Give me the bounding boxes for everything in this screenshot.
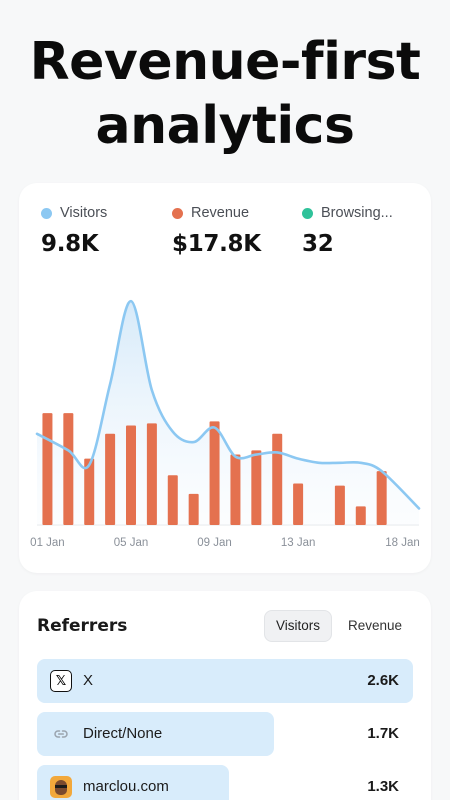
revenue-visitors-chart[interactable]: 01 Jan 05 Jan 09 Jan 13 Jan 18 Jan (19, 273, 431, 553)
revenue-bar (126, 425, 136, 525)
referrer-share-bar (37, 659, 413, 703)
analytics-card: Visitors 9.8K Revenue $17.8K Browsing...… (19, 183, 431, 573)
referrers-metric-toggle: Visitors Revenue (263, 610, 414, 642)
revenue-bar (105, 433, 116, 525)
visitors-dot-icon (41, 207, 52, 219)
revenue-dot-icon (172, 207, 183, 219)
revenue-bar (84, 458, 95, 525)
revenue-bar (209, 421, 220, 525)
revenue-bar (251, 450, 262, 525)
metric-label: Visitors (60, 205, 108, 221)
x-tick-label: 18 Jan (385, 537, 420, 549)
tab-visitors[interactable]: Visitors (263, 610, 332, 642)
x-logo-icon: 𝕏 (50, 670, 72, 692)
referrers-title: Referrers (37, 616, 128, 636)
revenue-bar (376, 471, 387, 525)
referrer-value: 2.6K (367, 672, 399, 689)
metric-browsing[interactable]: Browsing... 32 (302, 205, 393, 257)
revenue-bar (42, 413, 53, 525)
revenue-bar (188, 493, 199, 525)
metric-visitors[interactable]: Visitors 9.8K (41, 205, 107, 257)
browsing-dot-icon (302, 207, 313, 219)
revenue-bar (355, 506, 366, 525)
referrer-value: 1.7K (367, 725, 399, 742)
referrers-list: 𝕏 X 2.6K Direct/None 1.7K m (37, 659, 413, 800)
metrics-row: Visitors 9.8K Revenue $17.8K Browsing...… (41, 205, 421, 265)
referrer-name: Direct/None (83, 725, 163, 742)
referrer-name: X (83, 672, 94, 689)
revenue-bar (167, 475, 178, 525)
metric-label: Browsing... (321, 205, 393, 221)
revenue-bar (293, 483, 304, 525)
x-tick-label: 01 Jan (30, 537, 65, 549)
referrer-row-x[interactable]: 𝕏 X 2.6K (37, 659, 413, 703)
metric-value: 9.8K (41, 231, 99, 257)
revenue-bar (334, 485, 345, 525)
referrer-name: marclou.com (83, 778, 169, 795)
referrer-share-bar (37, 712, 274, 756)
x-tick-label: 09 Jan (197, 537, 232, 549)
revenue-bar (63, 413, 74, 525)
referrer-row-marclou[interactable]: marclou.com 1.3K (37, 765, 413, 800)
metric-value: 32 (302, 231, 334, 257)
link-icon (54, 730, 68, 738)
avatar-icon (50, 776, 72, 798)
referrer-value: 1.3K (367, 778, 399, 795)
visitors-line (35, 299, 421, 510)
metric-revenue[interactable]: Revenue $17.8K (172, 205, 261, 257)
headline: Revenue-first analytics (29, 32, 421, 156)
x-tick-label: 05 Jan (114, 537, 149, 549)
referrers-card: Referrers Visitors Revenue 𝕏 X 2.6K Dire… (19, 591, 431, 800)
visitors-area (37, 301, 419, 525)
x-tick-label: 13 Jan (281, 537, 316, 549)
revenue-bar (272, 433, 283, 525)
metric-label: Revenue (191, 205, 250, 221)
referrer-row-direct[interactable]: Direct/None 1.7K (37, 712, 413, 756)
tab-revenue[interactable]: Revenue (347, 618, 402, 633)
revenue-bar (146, 423, 157, 525)
revenue-bar (230, 454, 241, 525)
metric-value: $17.8K (172, 231, 261, 257)
